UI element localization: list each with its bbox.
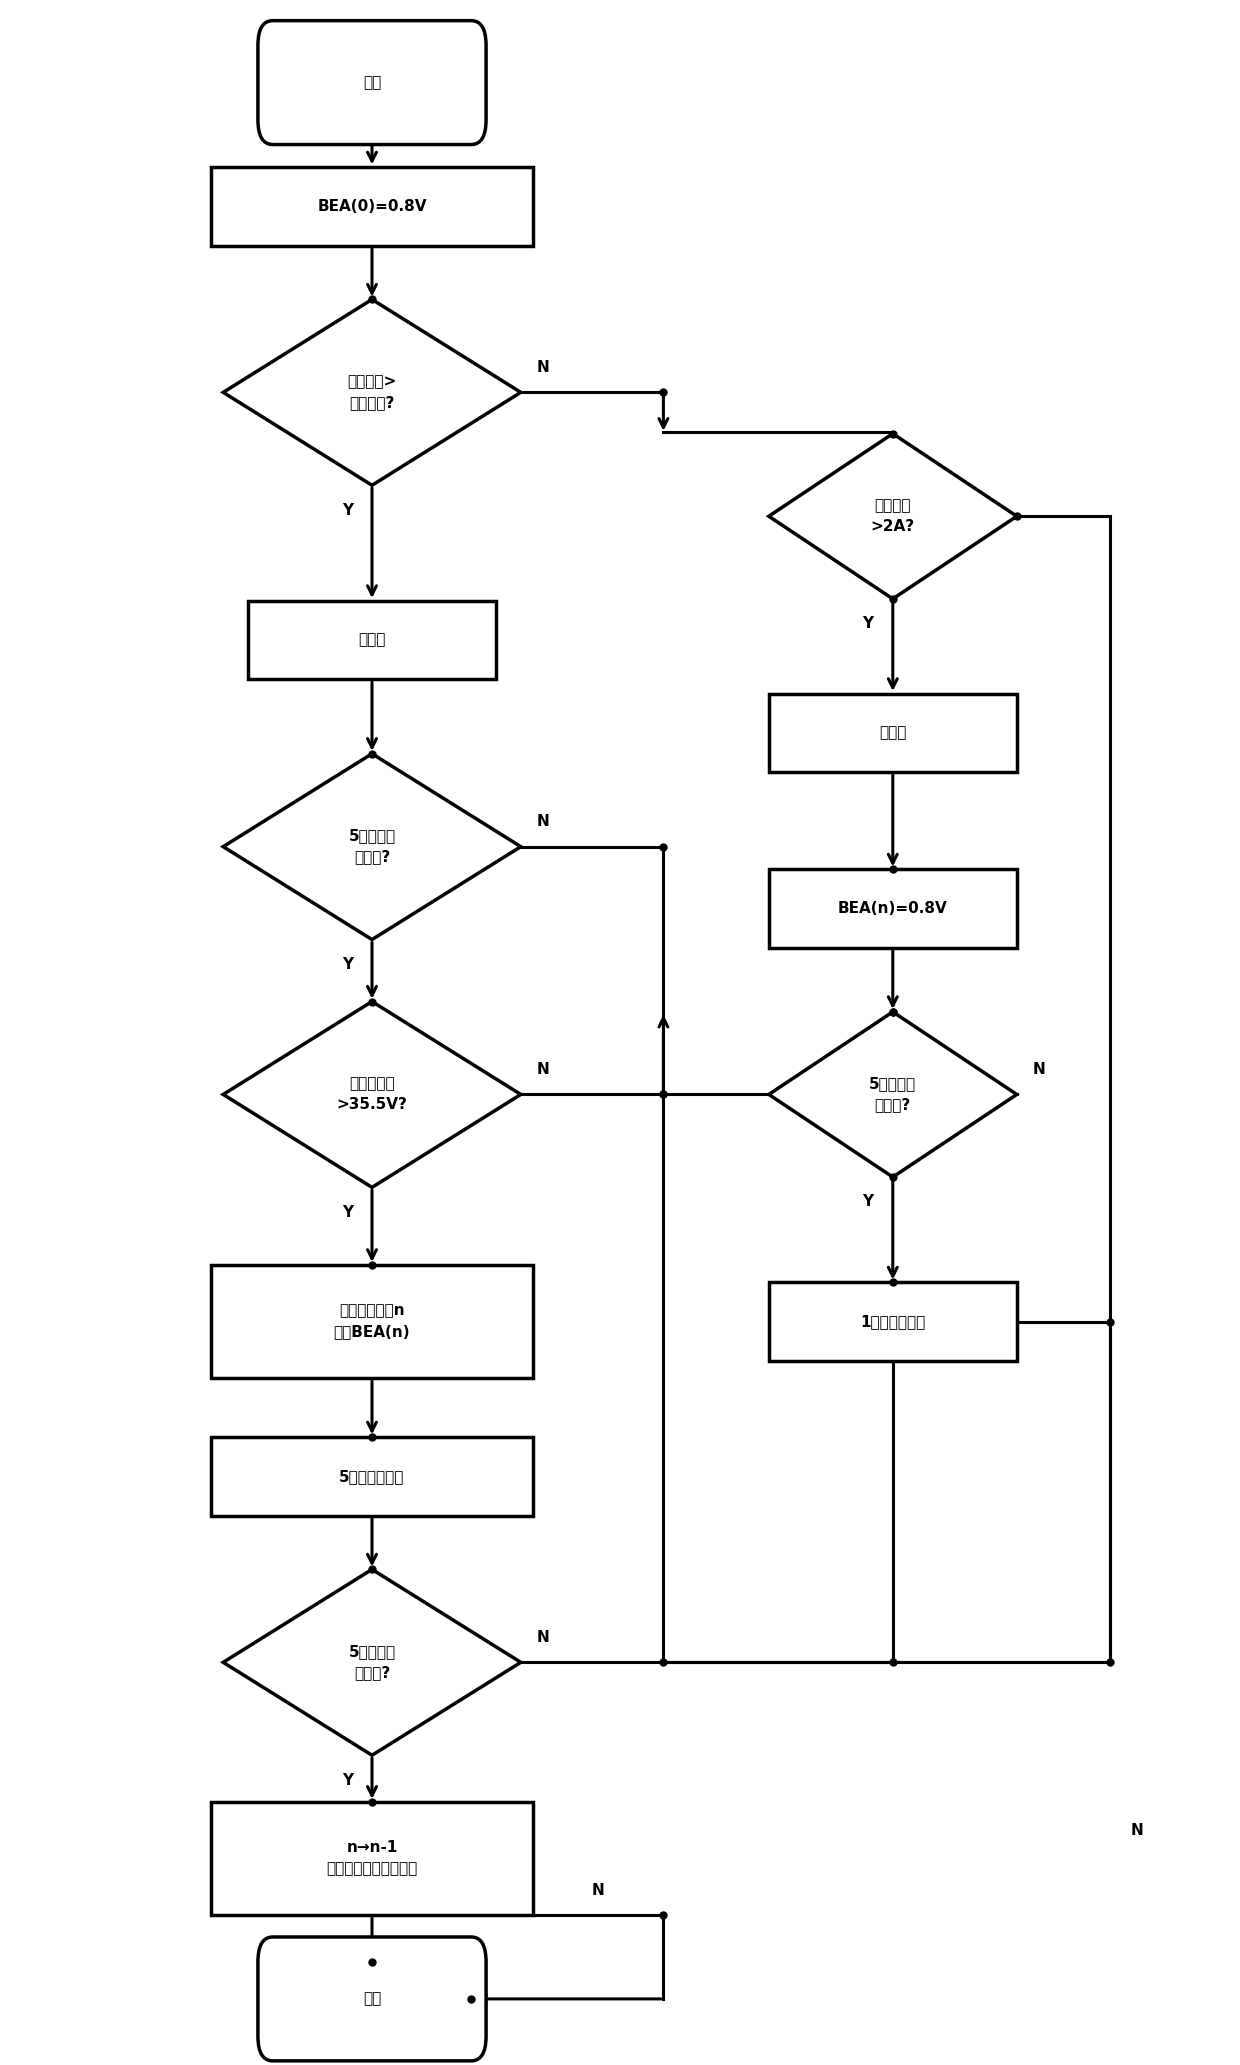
FancyBboxPatch shape <box>769 694 1017 772</box>
FancyBboxPatch shape <box>211 1264 533 1379</box>
Text: 开始: 开始 <box>363 74 381 91</box>
FancyBboxPatch shape <box>258 1937 486 2061</box>
Text: 蓄电池电压
>35.5V?: 蓄电池电压 >35.5V? <box>336 1076 408 1113</box>
Text: 放电电流
>2A?: 放电电流 >2A? <box>870 498 915 535</box>
Text: 光照期: 光照期 <box>358 632 386 648</box>
Polygon shape <box>223 1002 521 1187</box>
Text: 5分钟定时
未启动?: 5分钟定时 未启动? <box>348 828 396 865</box>
Text: 方阵电流>
负载电流?: 方阵电流> 负载电流? <box>347 374 397 411</box>
FancyBboxPatch shape <box>248 601 496 679</box>
Polygon shape <box>223 1569 521 1755</box>
Text: 5分钟定时
未启动?: 5分钟定时 未启动? <box>869 1076 916 1113</box>
Text: Y: Y <box>863 1194 873 1210</box>
Text: Y: Y <box>342 1772 352 1788</box>
Polygon shape <box>769 434 1017 599</box>
FancyBboxPatch shape <box>769 869 1017 948</box>
Text: BEA(n)=0.8V: BEA(n)=0.8V <box>838 900 947 917</box>
Text: 根据当前时刻n
输出BEA(n): 根据当前时刻n 输出BEA(n) <box>334 1303 410 1340</box>
Polygon shape <box>223 299 521 485</box>
Text: N: N <box>537 1629 549 1646</box>
Text: N: N <box>537 359 549 376</box>
Polygon shape <box>769 1012 1017 1177</box>
Text: BEA(0)=0.8V: BEA(0)=0.8V <box>317 198 427 215</box>
FancyBboxPatch shape <box>258 21 486 145</box>
Text: 1分钟定时启动: 1分钟定时启动 <box>861 1313 925 1330</box>
Text: n→n-1
当前阶段转入下一阶段: n→n-1 当前阶段转入下一阶段 <box>326 1840 418 1877</box>
Text: Y: Y <box>863 615 873 632</box>
FancyBboxPatch shape <box>211 167 533 246</box>
Text: N: N <box>537 814 549 830</box>
Text: Y: Y <box>342 956 352 973</box>
FancyBboxPatch shape <box>211 1437 533 1516</box>
Text: 5分钟定时启动: 5分钟定时启动 <box>340 1468 404 1485</box>
Polygon shape <box>223 754 521 940</box>
Text: Y: Y <box>342 1204 352 1220</box>
Text: 5分钟定时
时间到?: 5分钟定时 时间到? <box>348 1644 396 1681</box>
FancyBboxPatch shape <box>769 1282 1017 1361</box>
Text: N: N <box>591 1883 605 1898</box>
Text: N: N <box>1033 1061 1045 1078</box>
FancyBboxPatch shape <box>211 1801 533 1916</box>
Text: N: N <box>537 1061 549 1078</box>
Text: 返回: 返回 <box>363 1991 381 2007</box>
Text: 池影期: 池影期 <box>879 725 906 741</box>
Text: N: N <box>1131 1823 1143 1838</box>
Text: Y: Y <box>342 502 352 518</box>
